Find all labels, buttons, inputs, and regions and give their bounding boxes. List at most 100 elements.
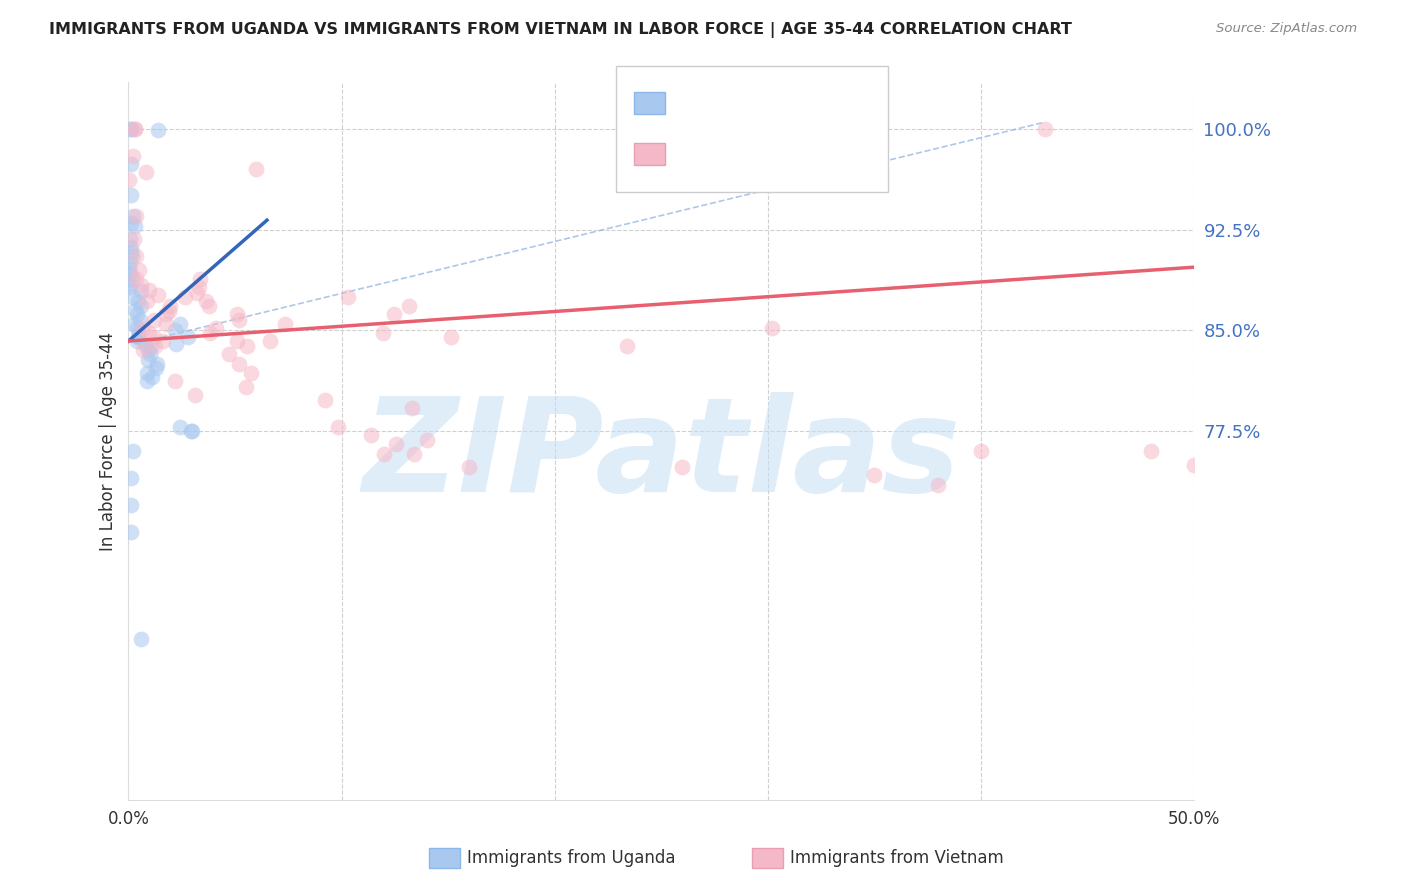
Text: 0.215: 0.215 (714, 94, 769, 112)
Point (159, 299, 181, 313)
Point (200, 326, 222, 340)
Text: N =: N = (783, 145, 823, 163)
Point (121, 209, 143, 223)
Point (440, 330, 463, 344)
Point (138, 326, 160, 340)
Text: R =: R = (676, 145, 714, 163)
Point (218, 347, 240, 361)
Point (180, 424, 202, 438)
Point (125, 249, 148, 263)
Point (135, 293, 157, 308)
Point (761, 320, 783, 334)
Point (125, 272, 148, 286)
Point (181, 424, 204, 438)
Point (616, 339, 638, 353)
Point (671, 460, 693, 475)
Point (120, 157, 142, 171)
Point (142, 330, 165, 344)
Point (186, 285, 208, 300)
Point (129, 632, 152, 646)
Point (398, 299, 420, 313)
Point (204, 320, 226, 334)
Point (132, 320, 155, 334)
Text: 52: 52 (820, 94, 844, 112)
Point (146, 357, 169, 371)
Point (314, 393, 336, 408)
Point (416, 434, 439, 448)
Point (118, 266, 141, 280)
Point (163, 374, 186, 388)
Point (118, 261, 141, 276)
Point (174, 290, 197, 304)
Point (148, 123, 170, 137)
Point (228, 357, 250, 371)
Text: R =: R = (676, 94, 714, 112)
Point (169, 317, 191, 331)
Point (120, 245, 142, 260)
Point (138, 283, 160, 297)
Point (1140, 444, 1163, 458)
Point (195, 293, 218, 308)
Point (120, 121, 142, 136)
Text: Immigrants from Uganda: Immigrants from Uganda (467, 849, 675, 867)
Point (145, 360, 167, 375)
Point (122, 149, 145, 163)
Point (134, 165, 156, 179)
Point (124, 219, 146, 233)
Text: 69: 69 (820, 145, 844, 163)
Point (118, 173, 141, 187)
Point (138, 343, 160, 358)
Point (226, 307, 249, 321)
Point (385, 437, 408, 451)
Point (970, 444, 993, 458)
Y-axis label: In Labor Force | Age 35-44: In Labor Force | Age 35-44 (100, 332, 117, 550)
Point (336, 290, 359, 304)
Point (183, 388, 205, 402)
Point (120, 498, 142, 512)
Point (120, 121, 142, 136)
Point (190, 272, 212, 286)
Point (1033, 121, 1056, 136)
Point (155, 317, 177, 331)
Point (143, 339, 166, 353)
Point (127, 330, 149, 344)
Point (128, 263, 150, 277)
Point (127, 307, 149, 321)
Point (187, 280, 209, 294)
Point (120, 216, 142, 230)
Point (259, 334, 281, 348)
Point (136, 352, 159, 367)
Point (157, 304, 180, 318)
Point (120, 256, 142, 270)
Point (927, 477, 949, 491)
Point (129, 285, 152, 299)
Point (382, 307, 405, 321)
Point (240, 366, 263, 380)
Point (165, 336, 187, 351)
Point (125, 334, 148, 348)
Point (245, 162, 267, 177)
Point (235, 339, 257, 353)
Point (121, 444, 143, 458)
Point (118, 277, 141, 291)
Point (127, 293, 149, 308)
Point (458, 460, 481, 475)
Point (1182, 458, 1205, 472)
Text: Source: ZipAtlas.com: Source: ZipAtlas.com (1216, 22, 1357, 36)
Point (198, 299, 221, 313)
Point (143, 312, 166, 326)
Point (371, 326, 394, 340)
Point (139, 339, 162, 353)
Point (122, 290, 145, 304)
Point (120, 240, 142, 254)
Point (132, 343, 155, 358)
Point (122, 232, 145, 246)
Point (402, 447, 425, 461)
Point (228, 312, 250, 326)
Point (135, 374, 157, 388)
Point (169, 420, 191, 434)
Point (152, 334, 174, 348)
Point (136, 366, 159, 380)
Point (373, 447, 395, 461)
Point (177, 330, 200, 344)
